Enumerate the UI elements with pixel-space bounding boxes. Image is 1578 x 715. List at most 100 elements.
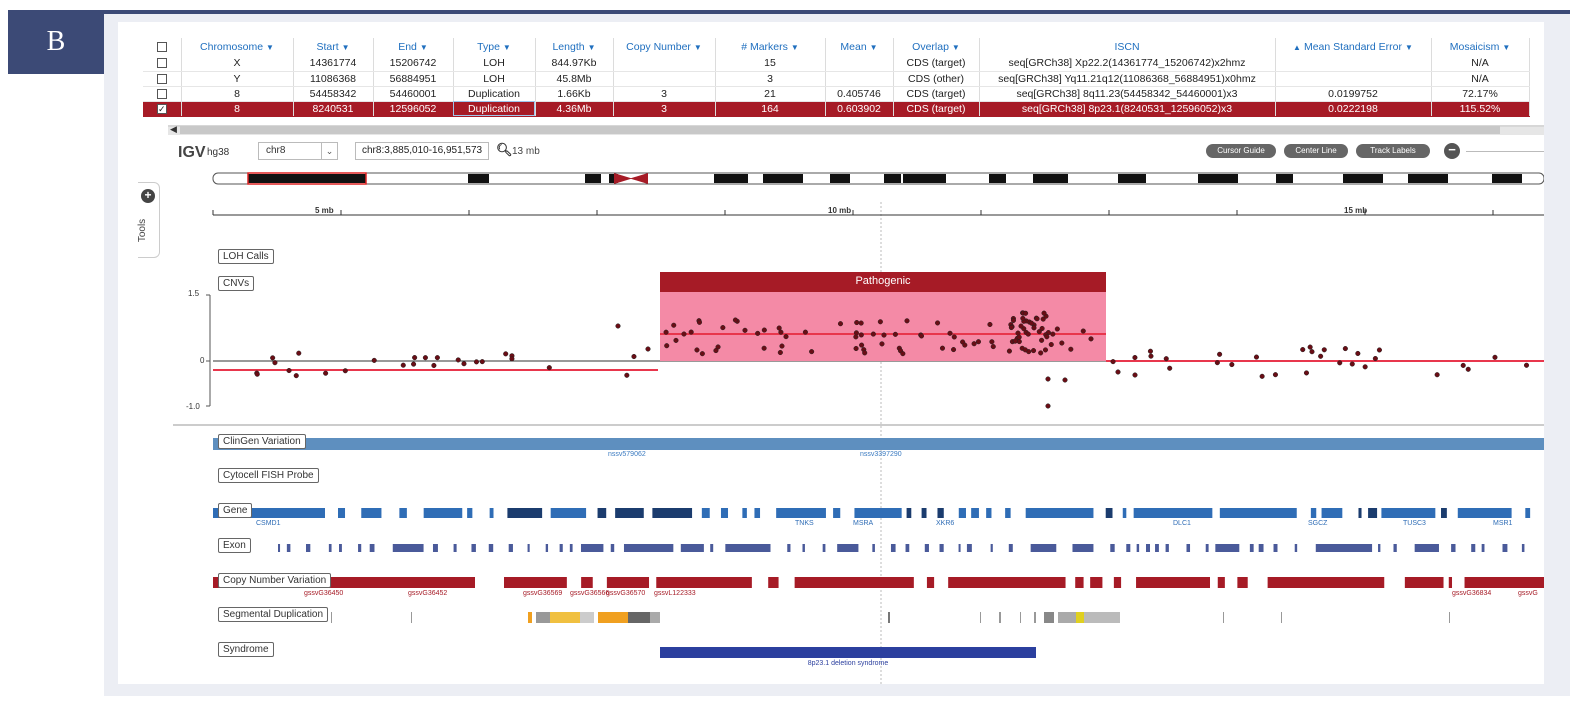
filter-icon[interactable]: ▼ <box>341 43 350 52</box>
checked-checkbox-icon[interactable]: ✓ <box>156 103 167 114</box>
cnv-feature <box>1464 577 1544 588</box>
track-label-gene[interactable]: Gene <box>218 503 253 518</box>
column-header-iscn[interactable]: ISCN <box>979 38 1276 56</box>
cnv-feature <box>606 577 650 588</box>
column-header-mean-standard-error[interactable]: ▲ Mean Standard Error ▼ <box>1275 38 1432 56</box>
filter-icon[interactable]: ▼ <box>693 43 702 52</box>
exon-feature <box>1136 544 1140 552</box>
gene-feature <box>854 508 902 518</box>
search-icon[interactable]: 🔍︎ <box>496 142 513 157</box>
column-header-mosaicism[interactable]: Mosaicism ▼ <box>1431 38 1530 56</box>
filter-icon[interactable]: ▼ <box>266 43 274 52</box>
ruler-tick-label: 10 mb <box>828 206 852 215</box>
unchecked-checkbox-icon[interactable] <box>156 88 167 99</box>
row-checkbox[interactable] <box>143 56 182 72</box>
column-header-copy-number[interactable]: Copy Number ▼ <box>613 38 716 56</box>
cnv-feature <box>656 577 752 588</box>
track-label-clingen-variation[interactable]: ClinGen Variation <box>218 434 306 449</box>
column-header-length[interactable]: Length ▼ <box>535 38 614 56</box>
row-checkbox[interactable]: ✓ <box>143 101 182 117</box>
table-row[interactable]: Y 11086368 56884951 LOH 45.8Mb 3 CDS (other) se… <box>143 71 1530 87</box>
cnv-data-point <box>975 339 982 345</box>
table-cell-mosaicism: 72.17% <box>1431 86 1530 102</box>
column-header-end[interactable]: End ▼ <box>373 38 454 56</box>
locus-input[interactable]: chr8:3,885,010-16,951,573 <box>355 142 489 160</box>
track-labels-button[interactable]: Track Labels <box>1356 144 1430 158</box>
exon-feature <box>278 544 281 552</box>
cnv-data-point <box>1022 347 1028 353</box>
gene-label: MSRA <box>853 520 874 527</box>
column-header-overlap[interactable]: Overlap ▼ <box>893 38 980 56</box>
cnv-data-point <box>696 319 703 325</box>
gene-feature <box>615 508 644 518</box>
filter-icon[interactable]: ▼ <box>587 43 596 52</box>
track-label-loh-calls[interactable]: LOH Calls <box>218 249 274 264</box>
zoom-out-icon[interactable]: − <box>1444 143 1460 159</box>
row-checkbox[interactable] <box>143 71 182 87</box>
column-header-markers[interactable]: # Markers ▼ <box>715 38 826 56</box>
cnv-data-point <box>694 347 700 353</box>
exon-feature <box>471 544 476 552</box>
cnv-feature-label: gssvG36570 <box>606 590 646 597</box>
scrollbar-thumb[interactable] <box>180 126 1500 134</box>
track-label-cytocell-fish-probe[interactable]: Cytocell FISH Probe <box>218 468 319 483</box>
chromosome-select[interactable]: chr8 ⌄ <box>258 142 338 160</box>
row-checkbox[interactable] <box>143 86 182 102</box>
cnv-data-point <box>1031 325 1037 331</box>
unchecked-checkbox-icon[interactable] <box>156 58 167 69</box>
cnv-data-point <box>1259 373 1265 379</box>
table-cell-copy-number: 3 <box>613 86 716 102</box>
filter-icon[interactable]: ▼ <box>502 43 511 52</box>
exon-feature <box>890 544 896 552</box>
cnv-feature <box>213 577 475 588</box>
zoom-slider[interactable] <box>1466 151 1544 152</box>
cnv-feature-label: gssvG36452 <box>408 590 448 597</box>
track-label-syndrome[interactable]: Syndrome <box>218 642 274 657</box>
filter-icon[interactable]: ▼ <box>790 43 799 52</box>
igv-logo: IGV <box>178 144 206 161</box>
cursor-guide-button[interactable]: Cursor Guide <box>1206 144 1276 158</box>
pathogenic-region <box>660 292 1106 361</box>
filter-icon[interactable]: ▼ <box>419 43 428 52</box>
plus-icon[interactable]: + <box>141 189 155 203</box>
exon-feature <box>1030 544 1057 552</box>
table-row[interactable]: ✓ 8 8240531 12596052 Duplication 4.36Mb 3 164 0.… <box>143 101 1530 117</box>
track-label-segmental-duplication[interactable]: Segmental Duplication <box>218 607 329 622</box>
exon-feature <box>559 544 563 552</box>
table-horizontal-scrollbar[interactable] <box>168 125 1544 135</box>
column-header-start[interactable]: Start ▼ <box>293 38 374 56</box>
track-label-cnvs[interactable]: CNVs <box>218 276 255 291</box>
gene-feature <box>701 508 710 518</box>
column-header-mean[interactable]: Mean ▼ <box>825 38 894 56</box>
table-cell-mean <box>825 71 894 87</box>
gene-feature <box>338 508 346 518</box>
cnv-data-point <box>509 356 515 362</box>
cnv-data-point <box>1018 323 1024 329</box>
filter-icon[interactable]: ▼ <box>1502 43 1511 52</box>
track-label-exon[interactable]: Exon <box>218 538 251 553</box>
column-header-chromosome[interactable]: Chromosome ▼ <box>181 38 294 56</box>
filter-icon[interactable]: ▼ <box>1405 43 1413 52</box>
table-row[interactable]: 8 54458342 54460001 Duplication 1.66Kb 3 21 0.4… <box>143 86 1530 102</box>
cytoband <box>714 174 748 183</box>
y-axis-label: 0 <box>200 356 205 365</box>
exon-feature <box>1008 544 1013 552</box>
select-all-checkbox[interactable] <box>143 38 182 56</box>
sort-ascending-icon[interactable]: ▲ <box>1293 43 1301 52</box>
cnv-feature <box>1217 577 1225 588</box>
track-label-copy-number-variation[interactable]: Copy Number Variation <box>218 573 332 588</box>
scroll-left-arrow-icon[interactable]: ◀ <box>170 124 177 134</box>
filter-icon[interactable]: ▼ <box>951 43 960 52</box>
cnv-data-point <box>293 373 299 379</box>
filter-icon[interactable]: ▼ <box>869 43 878 52</box>
exon-feature <box>1502 544 1508 552</box>
table-row[interactable]: X 14361774 15206742 LOH 844.97Kb 15 CDS (targe… <box>143 56 1530 72</box>
unchecked-checkbox-icon[interactable] <box>156 73 167 84</box>
tools-tab[interactable]: + Tools <box>137 182 160 258</box>
cnv-data-point <box>1054 326 1060 332</box>
segmental-duplication-feature <box>999 612 1001 623</box>
gene-feature <box>720 508 729 518</box>
center-line-button[interactable]: Center Line <box>1284 144 1348 158</box>
column-header-type[interactable]: Type ▼ <box>453 38 536 56</box>
exon-feature <box>990 544 993 552</box>
